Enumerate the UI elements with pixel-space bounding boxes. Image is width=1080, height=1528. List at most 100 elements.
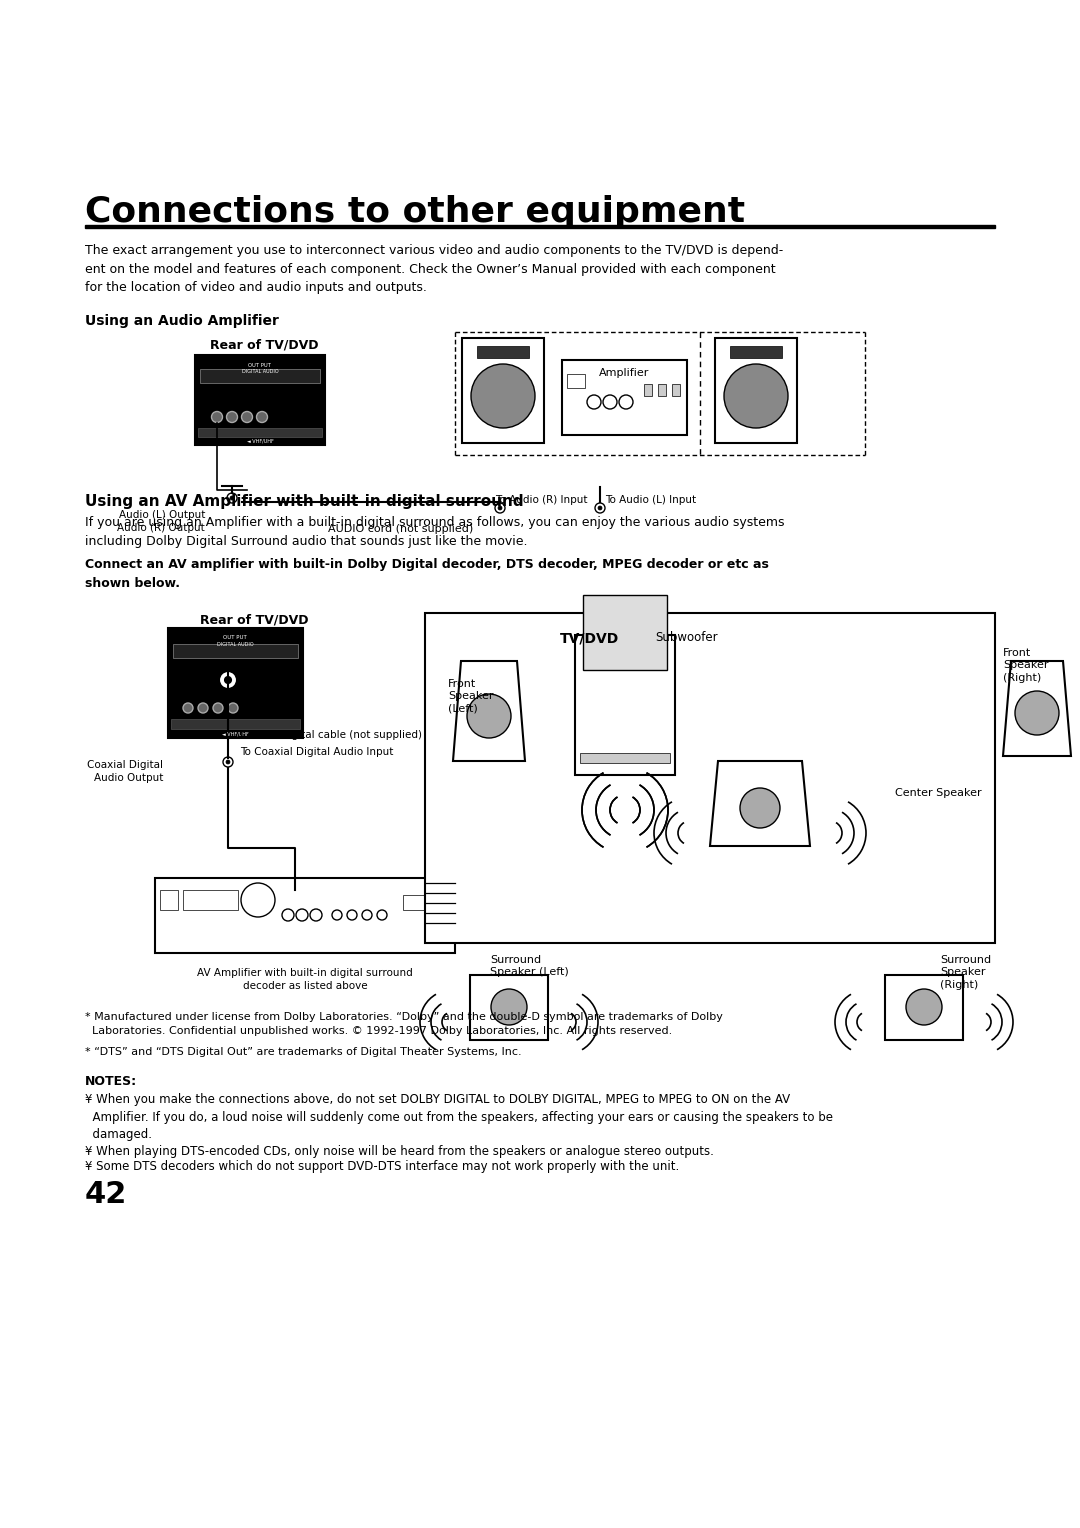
Circle shape <box>347 911 357 920</box>
Circle shape <box>212 411 222 423</box>
Text: ◄ VHF/UHF: ◄ VHF/UHF <box>221 732 248 736</box>
Text: * “DTS” and “DTS Digital Out” are trademarks of Digital Theater Systems, Inc.: * “DTS” and “DTS Digital Out” are tradem… <box>85 1047 522 1057</box>
Text: Rear of TV/DVD: Rear of TV/DVD <box>200 613 309 626</box>
Circle shape <box>222 756 233 767</box>
Circle shape <box>598 506 602 510</box>
Circle shape <box>225 677 231 683</box>
Text: AUDIO cord (not supplied): AUDIO cord (not supplied) <box>328 524 474 533</box>
Polygon shape <box>710 761 810 847</box>
Bar <box>644 384 652 396</box>
Text: Using an Audio Amplifier: Using an Audio Amplifier <box>85 313 279 329</box>
Circle shape <box>1015 691 1059 735</box>
Bar <box>583 594 667 669</box>
Bar <box>195 354 325 445</box>
Text: OUT PUT: OUT PUT <box>224 636 247 640</box>
Bar <box>477 345 529 358</box>
Text: Subwoofer: Subwoofer <box>654 631 717 643</box>
Text: ¥ When playing DTS-encoded CDs, only noise will be heard from the speakers or an: ¥ When playing DTS-encoded CDs, only noi… <box>85 1144 714 1158</box>
Bar <box>173 643 298 659</box>
Circle shape <box>495 503 505 513</box>
Bar <box>160 889 178 911</box>
Text: The exact arrangement you use to interconnect various video and audio components: The exact arrangement you use to interco… <box>85 244 783 293</box>
Circle shape <box>296 909 308 921</box>
Text: Amplifier: Amplifier <box>598 368 649 377</box>
Text: To Coaxial Digital Audio Input: To Coaxial Digital Audio Input <box>240 747 393 756</box>
Circle shape <box>619 396 633 410</box>
Circle shape <box>491 989 527 1025</box>
Text: If you are using an Amplifier with a built-in digital surround as follows, you c: If you are using an Amplifier with a bui… <box>85 516 784 547</box>
Circle shape <box>219 671 237 689</box>
Polygon shape <box>453 662 525 761</box>
Circle shape <box>310 909 322 921</box>
Text: Front
Speaker
(Right): Front Speaker (Right) <box>1003 648 1049 683</box>
Circle shape <box>257 411 268 423</box>
Circle shape <box>282 909 294 921</box>
Bar <box>567 374 585 388</box>
Text: NOTES:: NOTES: <box>85 1076 137 1088</box>
Circle shape <box>724 364 788 428</box>
Bar <box>403 895 431 911</box>
Text: DIGITAL AUDIO: DIGITAL AUDIO <box>217 642 254 646</box>
Circle shape <box>198 703 208 714</box>
Bar <box>672 384 680 396</box>
Text: ◄ VHF/UHF: ◄ VHF/UHF <box>246 439 273 443</box>
Circle shape <box>226 759 230 764</box>
Circle shape <box>213 703 222 714</box>
Bar <box>198 428 322 437</box>
Circle shape <box>241 883 275 917</box>
Circle shape <box>228 703 238 714</box>
Circle shape <box>227 494 237 503</box>
Circle shape <box>332 911 342 920</box>
Text: OUT PUT: OUT PUT <box>248 364 271 368</box>
Polygon shape <box>1003 662 1071 756</box>
Text: * Manufactured under license from Dolby Laboratories. “Dolby” and the double-D s: * Manufactured under license from Dolby … <box>85 1012 723 1036</box>
Bar <box>426 613 995 943</box>
Circle shape <box>230 497 234 500</box>
Circle shape <box>467 694 511 738</box>
Circle shape <box>588 396 600 410</box>
Bar <box>156 879 455 953</box>
Text: To Audio (L) Input: To Audio (L) Input <box>605 495 697 504</box>
Bar <box>470 975 548 1041</box>
Bar <box>462 338 544 443</box>
Text: Center Speaker: Center Speaker <box>895 788 982 798</box>
Text: ¥ Some DTS decoders which do not support DVD-DTS interface may not work properly: ¥ Some DTS decoders which do not support… <box>85 1160 679 1174</box>
Text: Rear of TV/DVD: Rear of TV/DVD <box>210 338 319 351</box>
Text: Front
Speaker
(Left): Front Speaker (Left) <box>448 678 494 714</box>
Text: Audio (L) Output
Audio (R) Output: Audio (L) Output Audio (R) Output <box>118 510 205 533</box>
Circle shape <box>906 989 942 1025</box>
Text: Connect an AV amplifier with built-in Dolby Digital decoder, DTS decoder, MPEG d: Connect an AV amplifier with built-in Do… <box>85 558 769 590</box>
Bar <box>715 338 797 443</box>
Text: To Audio (R) Input: To Audio (R) Input <box>495 495 588 504</box>
Bar <box>200 368 320 384</box>
Bar <box>885 975 963 1041</box>
Circle shape <box>740 788 780 828</box>
Text: Using an AV Amplifier with built-in digital surround: Using an AV Amplifier with built-in digi… <box>85 494 524 509</box>
Text: ¥ When you make the connections above, do not set DOLBY DIGITAL to DOLBY DIGITAL: ¥ When you make the connections above, d… <box>85 1093 833 1141</box>
Text: Surround
Speaker
(Right): Surround Speaker (Right) <box>940 955 991 990</box>
Circle shape <box>227 411 238 423</box>
Text: Coaxial Digital
Audio Output: Coaxial Digital Audio Output <box>87 759 163 784</box>
Circle shape <box>603 396 617 410</box>
Text: DIGITAL AUDIO: DIGITAL AUDIO <box>242 368 279 374</box>
Bar <box>580 753 670 762</box>
Circle shape <box>183 703 193 714</box>
Text: Surround
Speaker (Left): Surround Speaker (Left) <box>490 955 569 978</box>
Text: 42: 42 <box>85 1180 127 1209</box>
Bar <box>85 225 995 228</box>
Text: AV Amplifier with built-in digital surround
decoder as listed above: AV Amplifier with built-in digital surro… <box>198 969 413 992</box>
Bar <box>183 889 238 911</box>
Circle shape <box>377 911 387 920</box>
Text: Coaxial digital cable (not supplied): Coaxial digital cable (not supplied) <box>240 730 422 740</box>
Circle shape <box>362 911 372 920</box>
Circle shape <box>498 506 502 510</box>
Bar <box>575 636 675 775</box>
Circle shape <box>595 503 605 513</box>
Bar <box>658 384 666 396</box>
Text: Connections to other equipment: Connections to other equipment <box>85 196 745 229</box>
Bar <box>168 628 303 738</box>
Text: TV/DVD: TV/DVD <box>561 631 619 645</box>
Bar <box>171 720 300 729</box>
Bar <box>730 345 782 358</box>
Circle shape <box>471 364 535 428</box>
